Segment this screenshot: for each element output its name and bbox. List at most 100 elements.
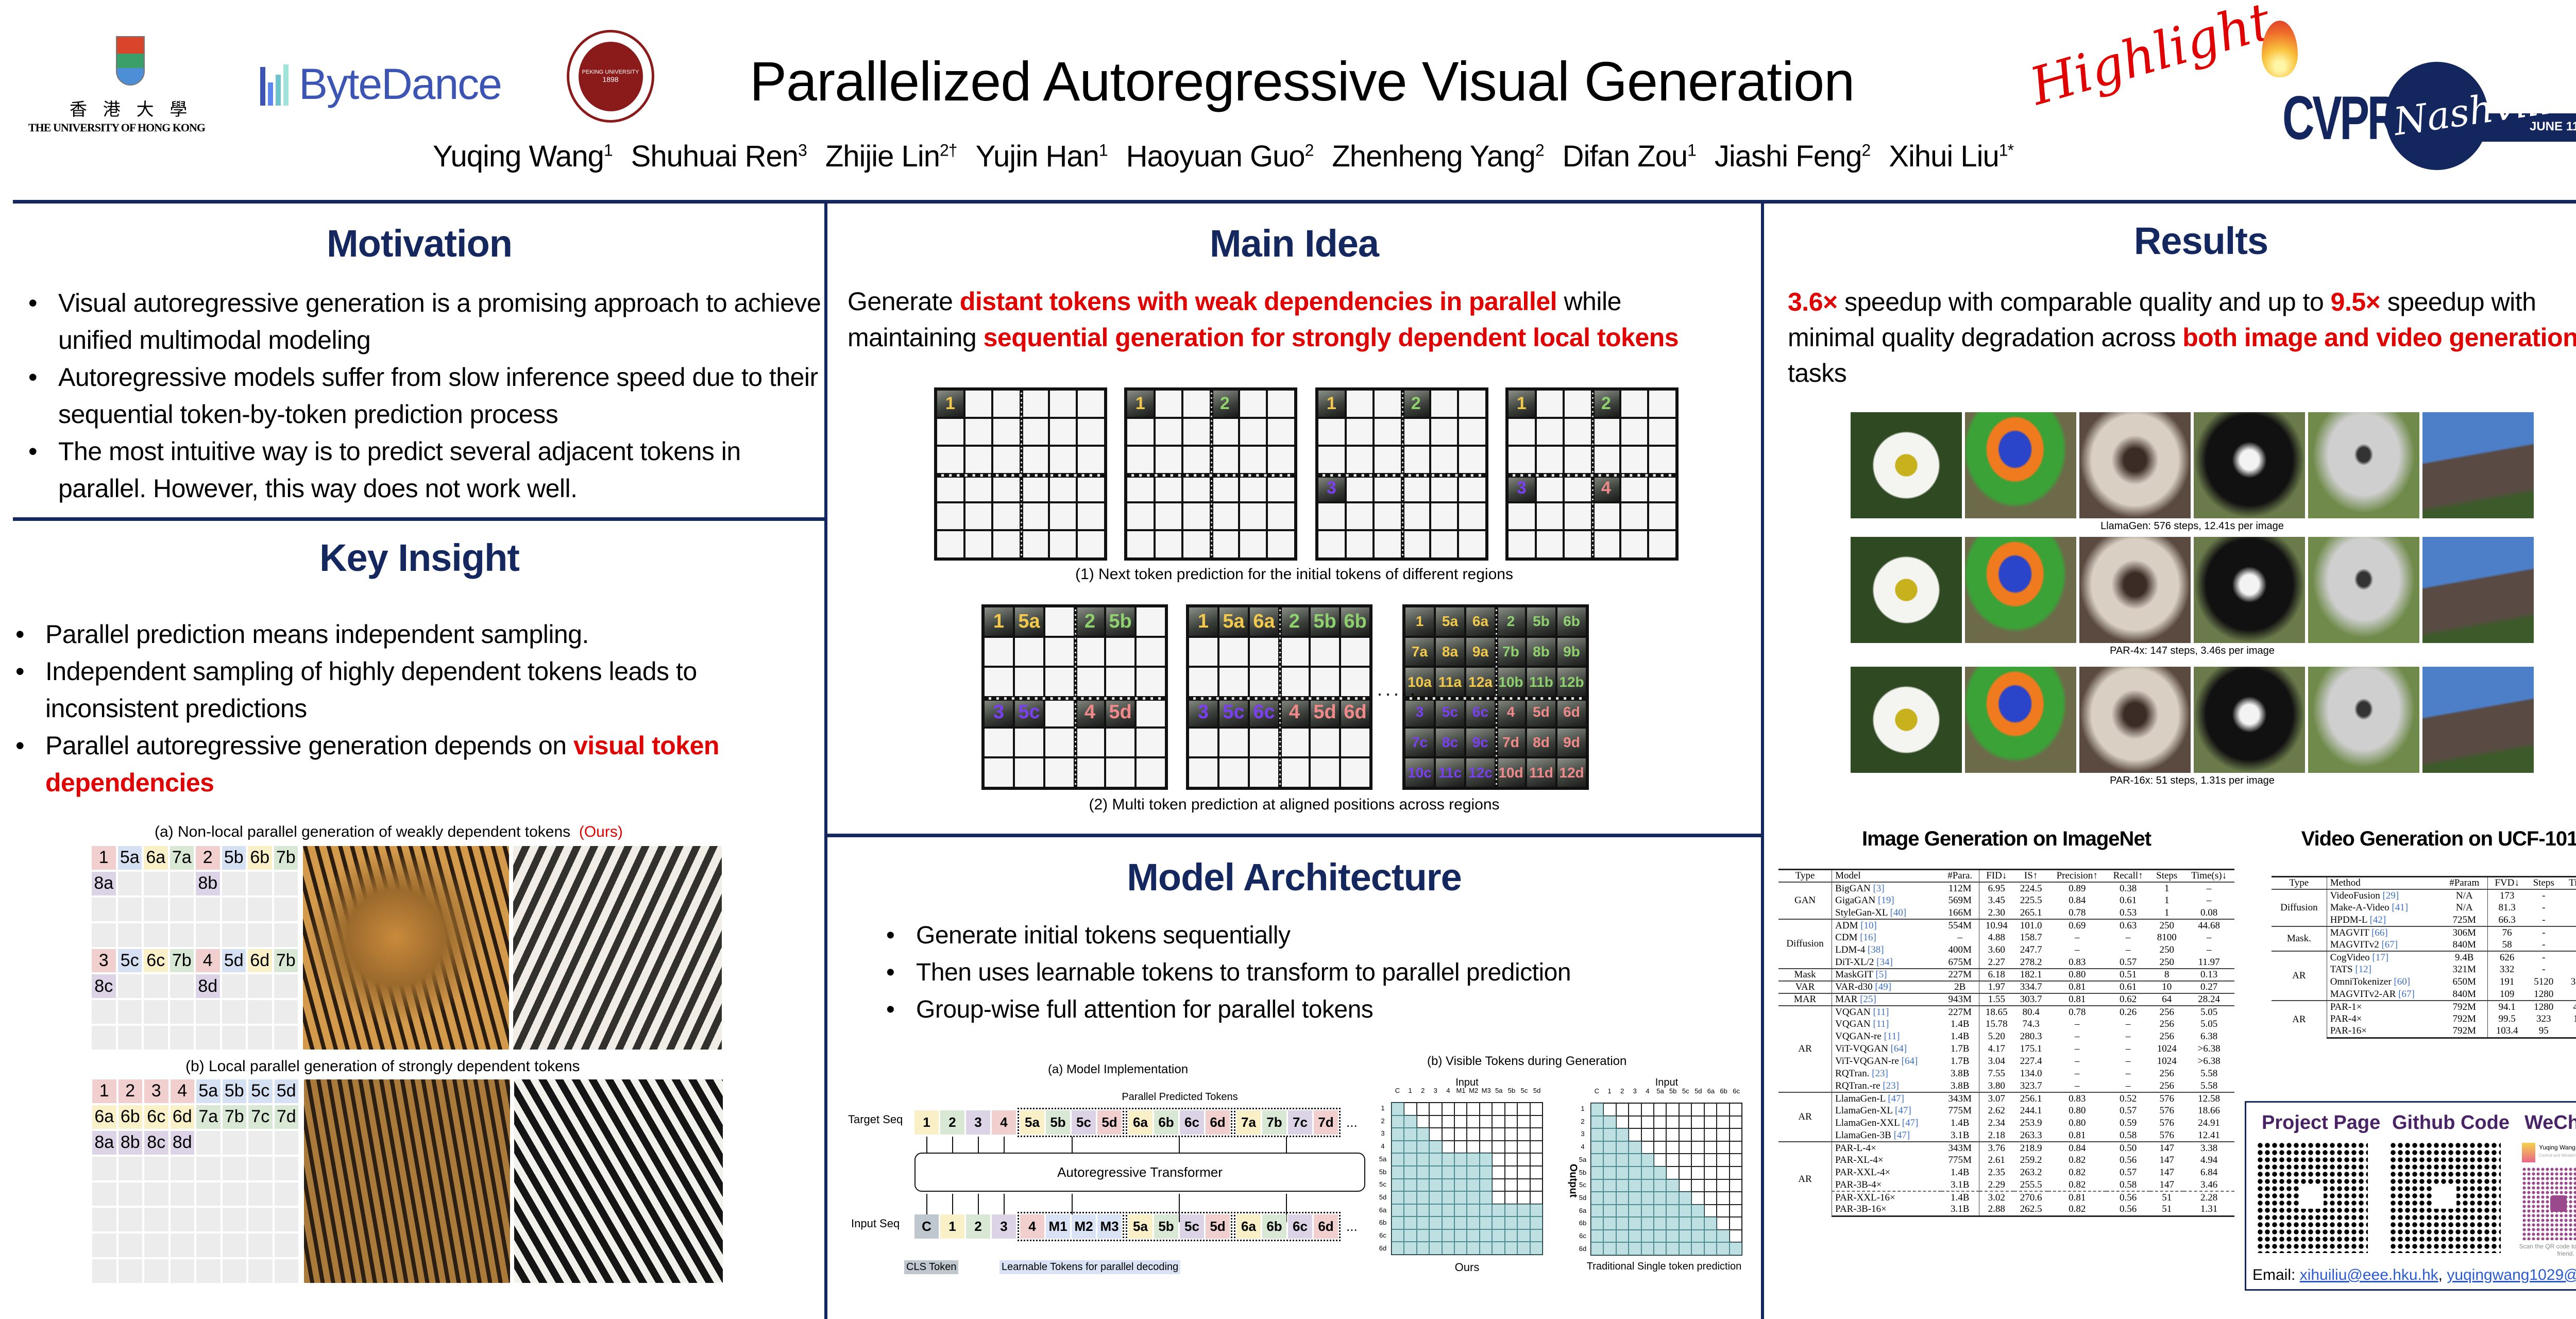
model-name: PAR-4× — [2327, 1013, 2442, 1025]
column-label: M3 — [1481, 1087, 1491, 1094]
visible-cell — [1517, 1216, 1530, 1229]
metric-value: - — [2526, 951, 2561, 963]
grid-cell — [1317, 417, 1346, 446]
grid-cell — [1077, 530, 1105, 559]
grid-cell — [1249, 667, 1279, 697]
border-collie-photo — [2194, 537, 2305, 643]
visible-cell — [1691, 1217, 1704, 1230]
grid-cell — [1620, 530, 1649, 559]
token-cell — [248, 1182, 273, 1206]
masked-cell — [1691, 1128, 1704, 1141]
grid-cell — [1211, 474, 1239, 502]
grid-cell — [1430, 474, 1459, 502]
visible-cell — [1467, 1165, 1480, 1179]
row-label: 4 — [1381, 1142, 1385, 1151]
row-label: 6b — [1579, 1219, 1587, 1227]
wechat-qr-code[interactable] — [2522, 1167, 2576, 1240]
author-name: Zhenheng Yang — [1332, 140, 1535, 173]
model-name: VideoFusion [29] — [2327, 889, 2442, 902]
metric-value: 76 — [2487, 926, 2527, 939]
parallel-token-group: 6a 6b 6c 6d — [1234, 1212, 1341, 1241]
masked-cell — [1704, 1204, 1717, 1217]
table-row: Diffusion ADM [10] 554M 10.94 101.0 0.69 0.63 2… — [1778, 919, 2234, 969]
visible-cell — [1392, 1191, 1404, 1204]
grid-cell — [1218, 667, 1249, 697]
grid-cell — [1136, 697, 1166, 728]
metric-value: 0.82 — [2048, 1204, 2106, 1217]
grid-cell — [1310, 667, 1340, 697]
column-divider-2 — [1761, 202, 1764, 1319]
metric-value: 9.4B — [2442, 951, 2488, 963]
token-cell: 7a — [170, 846, 194, 870]
siamese-cat-photo — [2079, 537, 2191, 643]
token-cell — [248, 1208, 273, 1232]
row-type: AR — [1778, 1005, 1833, 1092]
metric-value: - — [2542, 914, 2546, 925]
metric-value: – — [2206, 895, 2212, 906]
token-cell — [196, 1233, 221, 1258]
token-cell — [92, 1156, 116, 1180]
pku-year: 1898 — [602, 75, 619, 83]
model-name: PAR-XXL-16× — [1832, 1191, 1941, 1204]
metric-value: 3.46 — [2200, 1179, 2218, 1190]
email-link[interactable]: xihuiliu@eee.hku.hk — [2299, 1266, 2438, 1283]
table-row: OmniTokenizer [60]650M1915120336.70 — [2272, 976, 2576, 988]
masked-cell — [1517, 1115, 1530, 1128]
grid-cell — [1345, 530, 1374, 559]
github-qr-code[interactable] — [2389, 1142, 2501, 1253]
masked-cell — [1679, 1166, 1692, 1179]
visible-cell — [1603, 1217, 1616, 1230]
main-idea-divider — [826, 834, 1762, 837]
visible-cell — [1641, 1204, 1654, 1217]
token-cell — [92, 1233, 116, 1258]
masked-cell — [1467, 1140, 1480, 1154]
visible-cell — [1492, 1229, 1505, 1242]
grid-cell: 1 — [1126, 390, 1155, 418]
masked-cell — [1404, 1103, 1417, 1115]
token-cell: 3 — [144, 1079, 168, 1103]
grid-cell — [1044, 606, 1075, 637]
project-page-qr-code[interactable] — [2257, 1142, 2368, 1253]
email-link[interactable]: yuqingwang1029@gmail.com — [2447, 1266, 2576, 1283]
visible-cell — [1603, 1179, 1616, 1192]
text: speedup with minimal quality degradation… — [1788, 288, 2536, 352]
metric-value: 5.05 — [2183, 1005, 2234, 1018]
grid-cell — [1218, 636, 1249, 667]
grid-cell: 11b — [1526, 667, 1556, 697]
column-label: 5d — [1533, 1087, 1541, 1094]
grid-cell: 4 — [1592, 474, 1620, 502]
column-header: Type — [1778, 869, 1833, 883]
metric-value: 323.7 — [2020, 1080, 2042, 1091]
masked-cell — [1517, 1191, 1530, 1204]
token-cell — [117, 871, 142, 895]
metric-value: 263.2 — [2020, 1167, 2042, 1178]
metric-value: 256 — [2159, 1080, 2175, 1091]
architecture-title: Model Architecture — [1127, 856, 1462, 899]
citation: [64] — [1890, 1043, 1907, 1054]
masked-cell — [1717, 1154, 1730, 1166]
metric-value: 253.9 — [2020, 1118, 2042, 1128]
grid-cell — [1535, 502, 1564, 531]
grid-cell — [1279, 667, 1310, 697]
grid-cell: 2 — [1496, 606, 1526, 637]
masked-cell — [1704, 1192, 1717, 1205]
masked-cell — [1691, 1192, 1704, 1205]
visible-cell — [1454, 1165, 1467, 1179]
grid-cell — [984, 757, 1014, 788]
grid-cell: 7d — [1496, 727, 1526, 758]
visible-cell — [1429, 1242, 1442, 1255]
visible-cell — [1591, 1217, 1604, 1230]
grid-cell: 1 — [1507, 390, 1536, 418]
token-cell: 8b — [196, 871, 220, 895]
visible-cell — [1416, 1204, 1430, 1217]
visible-cell — [1392, 1153, 1404, 1166]
grid-cell: 6a — [1249, 606, 1279, 637]
grid-cell — [1564, 417, 1592, 446]
masked-cell — [1654, 1141, 1667, 1154]
token-cell — [196, 1026, 220, 1050]
visible-cell — [1404, 1216, 1417, 1229]
grid-cell — [1188, 727, 1218, 758]
table-row: PAR-XXL-16× 1.4B 3.02 270.6 0.81 0.56 51 2.28 — [1778, 1191, 2234, 1204]
metric-value: – — [2206, 932, 2212, 943]
